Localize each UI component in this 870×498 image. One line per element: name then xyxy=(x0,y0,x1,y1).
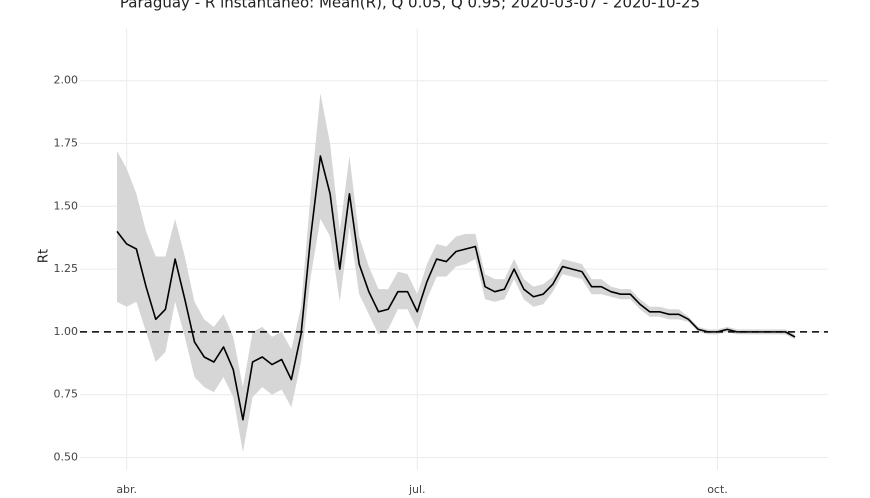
chart-title: Paraguay - R instantaneo: Mean(R), Q 0.0… xyxy=(120,0,700,12)
x-tick-label: jul. xyxy=(408,483,426,496)
y-tick-label: 1.25 xyxy=(54,262,79,275)
confidence-band xyxy=(117,93,795,453)
y-tick-label: 0.50 xyxy=(54,450,79,463)
mean-line xyxy=(116,155,796,421)
y-axis-title: Rt xyxy=(37,249,52,263)
x-tick-label: oct. xyxy=(707,483,728,496)
y-tick-label: 2.00 xyxy=(54,74,79,87)
y-tick-label: 0.75 xyxy=(54,388,79,401)
y-tick-label: 1.00 xyxy=(54,325,79,338)
x-tick-label: abr. xyxy=(116,483,137,496)
y-tick-label: 1.50 xyxy=(54,199,79,212)
y-tick-label: 1.75 xyxy=(54,137,79,150)
